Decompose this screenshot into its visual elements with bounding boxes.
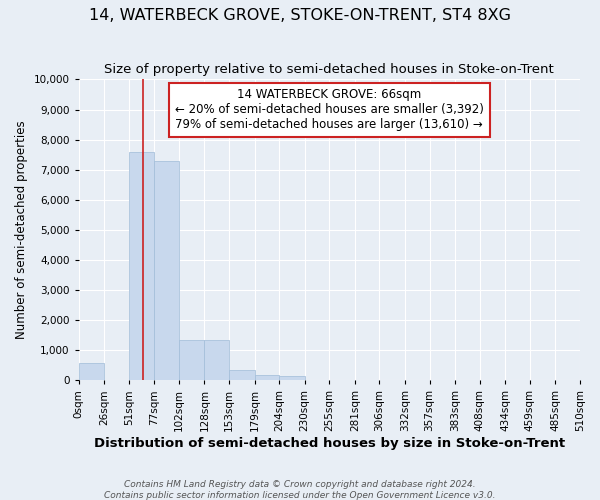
Bar <box>79 364 104 380</box>
Text: Contains HM Land Registry data © Crown copyright and database right 2024.
Contai: Contains HM Land Registry data © Crown c… <box>104 480 496 500</box>
Text: 14 WATERBECK GROVE: 66sqm
← 20% of semi-detached houses are smaller (3,392)
79% : 14 WATERBECK GROVE: 66sqm ← 20% of semi-… <box>175 88 484 132</box>
Bar <box>205 340 229 380</box>
Title: Size of property relative to semi-detached houses in Stoke-on-Trent: Size of property relative to semi-detach… <box>104 62 554 76</box>
Bar <box>129 152 154 380</box>
Bar <box>254 375 279 380</box>
Y-axis label: Number of semi-detached properties: Number of semi-detached properties <box>15 120 28 339</box>
Text: 14, WATERBECK GROVE, STOKE-ON-TRENT, ST4 8XG: 14, WATERBECK GROVE, STOKE-ON-TRENT, ST4… <box>89 8 511 22</box>
Bar <box>279 376 305 380</box>
Bar <box>179 340 205 380</box>
Bar <box>154 160 179 380</box>
X-axis label: Distribution of semi-detached houses by size in Stoke-on-Trent: Distribution of semi-detached houses by … <box>94 437 565 450</box>
Bar <box>229 370 254 380</box>
